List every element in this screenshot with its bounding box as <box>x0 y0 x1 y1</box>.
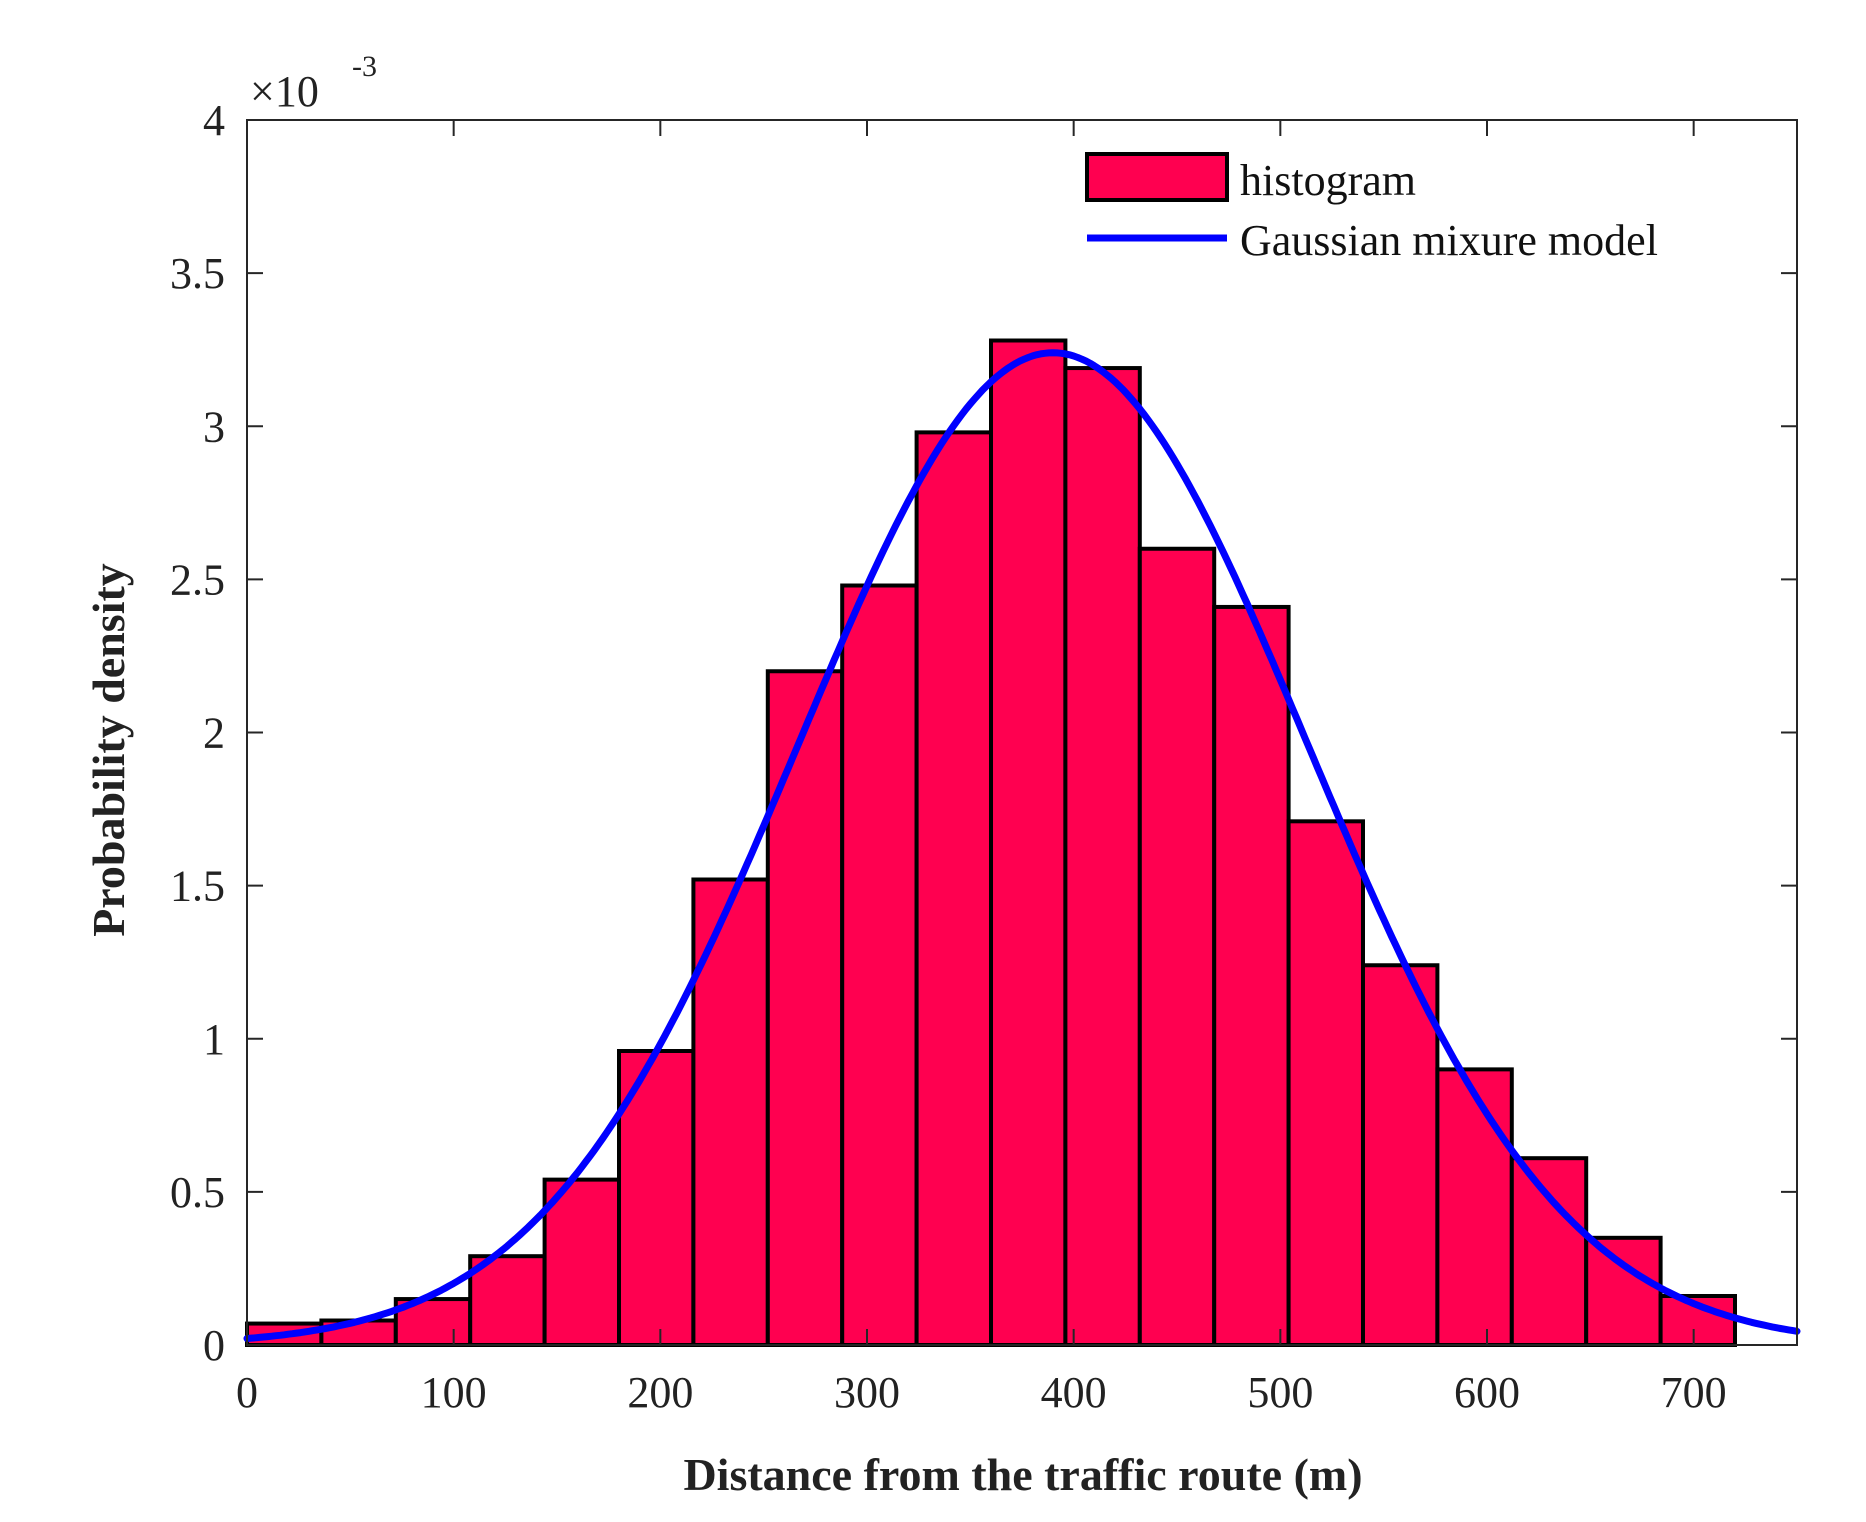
y-tick-label: 1.5 <box>170 862 225 911</box>
histogram-bar <box>1286 819 1365 1347</box>
x-tick-label: 200 <box>627 1368 693 1417</box>
histogram-bar <box>1584 1235 1663 1347</box>
histogram-bar <box>1063 366 1142 1347</box>
x-tick-label: 300 <box>834 1368 900 1417</box>
legend-histogram-label: histogram <box>1240 156 1416 205</box>
x-tick-label: 0 <box>236 1368 258 1417</box>
histogram-bar <box>914 430 993 1347</box>
x-tick-label: 500 <box>1247 1368 1313 1417</box>
y-tick-label: 3 <box>203 402 225 451</box>
legend-histogram-swatch <box>1085 152 1229 202</box>
legend: histogram Gaussian mixure model <box>1085 152 1658 265</box>
x-tick-label: 700 <box>1661 1368 1727 1417</box>
y-tick-label: 0.5 <box>170 1168 225 1217</box>
y-tick-label: 2 <box>203 709 225 758</box>
y-axis-title: Probability density <box>83 563 134 937</box>
histogram-bar <box>1435 1067 1514 1347</box>
exponent-base: ×10 <box>250 67 319 116</box>
x-tick-label: 100 <box>421 1368 487 1417</box>
ticks-layer: 0 100 200 300 400 500 600 700 0 0.5 1 1.5 2 2.5 3 3.5 4 <box>170 96 1797 1417</box>
y-scale-exponent: ×10 -3 <box>250 50 377 116</box>
histogram-bar <box>1361 963 1440 1347</box>
x-tick-label: 400 <box>1041 1368 1107 1417</box>
gaussian-curve <box>243 349 1801 1342</box>
exponent-power: -3 <box>352 50 377 83</box>
histogram-bar <box>765 669 845 1347</box>
y-tick-label: 4 <box>203 96 225 145</box>
histogram-bar <box>542 1177 621 1347</box>
x-tick-label: 600 <box>1454 1368 1520 1417</box>
histogram-bar <box>1212 604 1291 1347</box>
y-tick-label: 3.5 <box>170 249 225 298</box>
y-tick-label: 1 <box>203 1015 225 1064</box>
y-tick-label: 0 <box>203 1321 225 1370</box>
legend-gmm-label: Gaussian mixure model <box>1240 216 1658 265</box>
bars-layer <box>245 338 1737 1347</box>
x-axis-title: Distance from the traffic route (m) <box>683 1449 1362 1500</box>
histogram-bar <box>1137 546 1217 1347</box>
y-tick-label: 2.5 <box>170 555 225 604</box>
histogram-bar <box>989 338 1068 1347</box>
curve-layer <box>243 349 1801 1342</box>
histogram-bar <box>1509 1156 1589 1347</box>
histogram-bar <box>840 583 919 1347</box>
